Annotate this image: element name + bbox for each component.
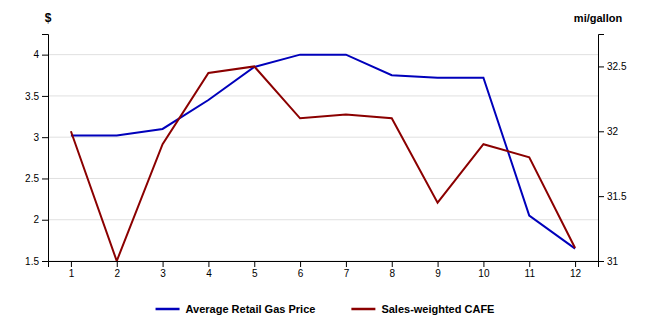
- tick: 1.5: [25, 256, 48, 267]
- tick-mark: [208, 261, 209, 267]
- legend-label: Sales-weighted CAFE: [381, 303, 494, 315]
- tick-mark: [71, 261, 72, 267]
- plot-area: 1234567891011121.522.533.543131.53232.5$…: [25, 11, 627, 279]
- tick: 9: [435, 261, 441, 279]
- legend-item: Average Retail Gas Price: [156, 303, 316, 315]
- tick: 4: [33, 49, 48, 60]
- tick: 2.5: [25, 173, 48, 184]
- tick: 11: [525, 261, 536, 279]
- tick-label: 3.5: [25, 91, 39, 102]
- tick-label: 2: [114, 268, 120, 279]
- tick: 2: [33, 214, 48, 225]
- tick-label: 10: [478, 268, 490, 279]
- tick: 32.5: [598, 61, 627, 72]
- legend-label: Average Retail Gas Price: [186, 303, 316, 315]
- tick-label: 12: [570, 268, 582, 279]
- tick-label: 5: [252, 268, 258, 279]
- legend-swatch: [156, 308, 180, 311]
- tick-mark: [42, 96, 48, 97]
- tick-label: 2: [33, 214, 39, 225]
- tick-label: 4: [33, 49, 39, 60]
- grid-line: [48, 219, 598, 220]
- tick-mark: [392, 261, 393, 267]
- tick-label: 1: [69, 268, 75, 279]
- tick-mark: [483, 261, 484, 267]
- series-group: [71, 55, 575, 261]
- tick-mark: [598, 131, 604, 132]
- tick-label: 31: [607, 256, 619, 267]
- tick-label: 32.5: [607, 61, 627, 72]
- tick-label: 2.5: [25, 173, 39, 184]
- tick-label: 7: [344, 268, 350, 279]
- tick-label: 3: [33, 132, 39, 143]
- grid-line: [48, 95, 598, 96]
- axis-line: [599, 35, 605, 262]
- axis-line: [49, 262, 599, 268]
- series-line: [71, 55, 575, 249]
- tick-label: 32: [607, 126, 619, 137]
- tick-mark: [529, 261, 530, 267]
- grid-line: [48, 178, 598, 179]
- tick: 32: [598, 126, 619, 137]
- tick-label: 8: [389, 268, 395, 279]
- tick-mark: [254, 261, 255, 267]
- y-axis: 1.5 2 2.5 3 3.5 4: [25, 35, 48, 267]
- series-line: [71, 66, 575, 261]
- tick: 3: [33, 132, 48, 143]
- x-axis: 123456789101112: [49, 261, 599, 279]
- tick: 31.5: [598, 191, 627, 202]
- tick-mark: [346, 261, 347, 267]
- grid: [48, 55, 598, 261]
- tick: 1: [69, 261, 75, 279]
- tick: 8: [389, 261, 395, 279]
- tick-mark: [42, 220, 48, 221]
- tick: 4: [206, 261, 212, 279]
- tick-mark: [598, 261, 604, 262]
- tick-label: 1.5: [25, 256, 39, 267]
- tick-mark: [438, 261, 439, 267]
- y2-axis: 31 31.5 32 32.5: [598, 35, 627, 267]
- tick-mark: [117, 261, 118, 267]
- tick-label: 11: [525, 268, 536, 279]
- chart: 1234567891011121.522.533.543131.53232.5$…: [0, 0, 650, 323]
- tick-label: 31.5: [607, 191, 627, 202]
- legend-swatch: [351, 308, 375, 311]
- tick: 31: [598, 256, 619, 267]
- grid-line: [48, 137, 598, 138]
- tick-mark: [42, 178, 48, 179]
- axis-line: [42, 35, 49, 262]
- legend-item: Sales-weighted CAFE: [351, 303, 494, 315]
- tick: 12: [570, 261, 582, 279]
- tick-mark: [42, 137, 48, 138]
- legend: Average Retail Gas Price Sales-weighted C…: [156, 303, 495, 315]
- tick-label: 9: [435, 268, 441, 279]
- tick-mark: [598, 66, 604, 67]
- y2-axis-label: mi/gallon: [574, 12, 623, 24]
- tick: 7: [344, 261, 350, 279]
- tick-mark: [575, 261, 576, 267]
- tick: 10: [478, 261, 490, 279]
- tick-mark: [42, 261, 48, 262]
- tick: 3: [160, 261, 166, 279]
- tick-mark: [42, 55, 48, 56]
- tick-mark: [300, 261, 301, 267]
- y-axis-label: $: [45, 11, 52, 25]
- tick-mark: [598, 196, 604, 197]
- tick-label: 3: [160, 268, 166, 279]
- tick: 6: [298, 261, 304, 279]
- tick-label: 4: [206, 268, 212, 279]
- tick: 3.5: [25, 91, 48, 102]
- tick: 5: [252, 261, 258, 279]
- tick: 2: [114, 261, 120, 279]
- tick-mark: [163, 261, 164, 267]
- tick-label: 6: [298, 268, 304, 279]
